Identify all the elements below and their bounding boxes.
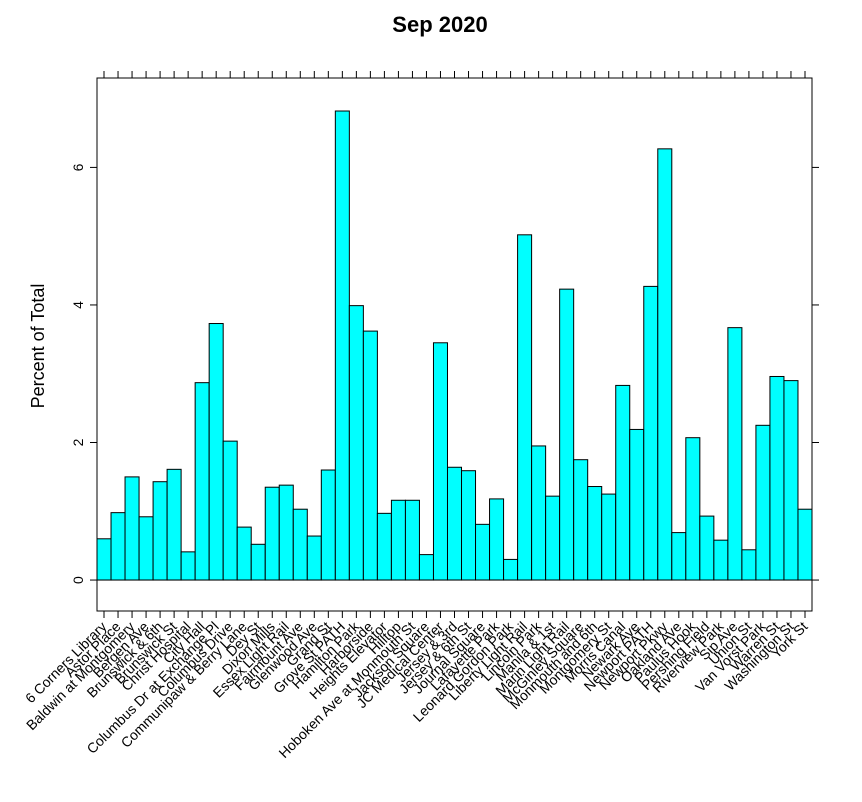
bar-12 <box>264 486 280 581</box>
bar-48 <box>769 375 785 581</box>
bar-14 <box>292 508 308 581</box>
y-tick-label-3: 6 <box>70 163 86 171</box>
bar-2 <box>124 476 140 581</box>
y-tick-label-0: 0 <box>70 576 86 584</box>
bar-25 <box>446 466 463 581</box>
bar-18 <box>348 305 364 581</box>
bar-21 <box>390 499 406 581</box>
bar-11 <box>250 543 266 581</box>
y-tick-label-2: 4 <box>70 301 86 309</box>
bar-4 <box>152 481 168 581</box>
bar-47 <box>755 424 771 581</box>
bars-group <box>96 110 813 581</box>
bar-29 <box>503 558 519 581</box>
bar-5 <box>166 468 182 581</box>
bar-42 <box>685 437 701 581</box>
bar-20 <box>376 512 392 581</box>
bar-17 <box>334 110 350 581</box>
chart-title: Sep 2020 <box>392 12 487 37</box>
bar-37 <box>615 384 631 581</box>
bar-45 <box>727 327 743 581</box>
bar-31 <box>531 445 547 581</box>
bar-43 <box>699 515 715 581</box>
bar-34 <box>573 459 589 581</box>
bar-24 <box>432 342 448 581</box>
bar-32 <box>545 495 561 581</box>
bar-6 <box>180 551 196 581</box>
bar-22 <box>404 499 420 581</box>
bar-44 <box>713 539 729 581</box>
bar-28 <box>489 498 505 581</box>
bar-26 <box>461 470 477 581</box>
bar-49 <box>783 380 799 581</box>
bar-36 <box>601 493 617 581</box>
y-tick-label-1: 2 <box>70 438 86 446</box>
bar-13 <box>278 484 294 581</box>
bar-8 <box>208 323 224 581</box>
bar-27 <box>475 523 491 581</box>
bar-38 <box>629 428 645 581</box>
bar-15 <box>306 535 322 581</box>
bar-3 <box>138 516 154 581</box>
bar-50 <box>797 508 813 581</box>
bar-19 <box>362 330 378 581</box>
bar-39 <box>643 285 659 581</box>
bar-16 <box>320 469 336 581</box>
bar-1 <box>110 512 126 581</box>
bar-0 <box>96 538 112 581</box>
bar-46 <box>741 549 757 581</box>
bar-10 <box>236 526 252 581</box>
bar-35 <box>587 486 603 581</box>
bar-23 <box>418 554 434 581</box>
bar-9 <box>222 440 238 581</box>
bar-40 <box>657 148 673 581</box>
bar-30 <box>517 234 533 581</box>
bar-33 <box>559 288 575 581</box>
y-axis-label: Percent of Total <box>28 284 48 409</box>
bar-41 <box>671 532 687 581</box>
bar-7 <box>194 382 210 581</box>
